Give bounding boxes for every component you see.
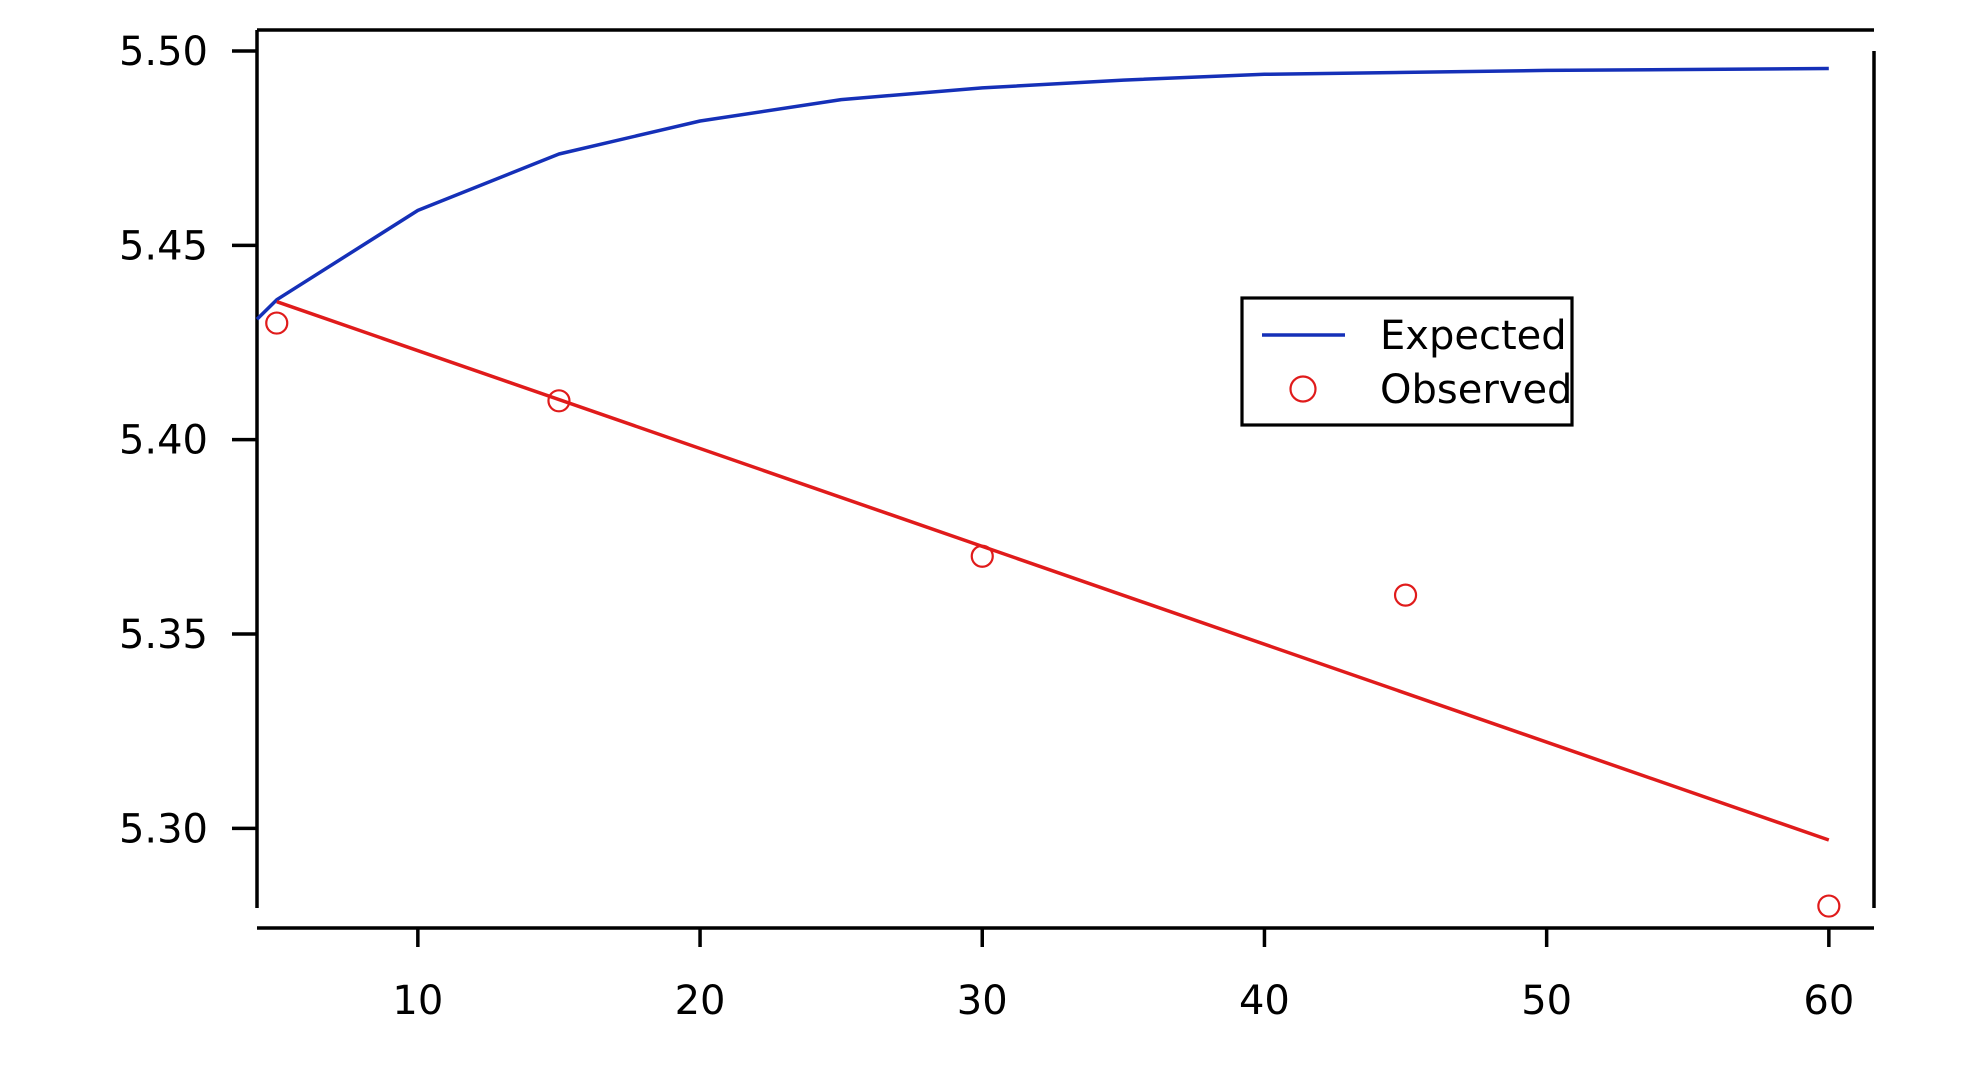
data-point-observed (547, 389, 571, 413)
data-point-observed (970, 544, 994, 568)
y-axis-ticks: 5.30 5.35 5.40 5.45 5.50 (119, 29, 257, 852)
y-tick-label: 5.35 (119, 612, 208, 658)
axes-group (255, 28, 1876, 930)
data-point-observed (265, 311, 289, 335)
series-layer (255, 66, 1841, 918)
legend-label: Observed (1380, 367, 1572, 413)
y-tick-label: 5.30 (119, 806, 208, 852)
x-tick-label: 50 (1521, 978, 1572, 1024)
x-axis-ticks: 10 20 30 40 50 60 (392, 928, 1854, 1024)
x-tick-label: 30 (957, 978, 1008, 1024)
y-tick-label: 5.40 (119, 418, 208, 464)
y-tick-label: 5.50 (119, 29, 208, 75)
series-line-fit (276, 300, 1830, 842)
x-tick-label: 60 (1803, 978, 1854, 1024)
x-tick-label: 40 (1239, 978, 1290, 1024)
legend-label: Expected (1380, 313, 1567, 359)
legend: Expected Observed (1240, 296, 1574, 427)
legend-circle-swatch (1289, 375, 1317, 403)
y-tick-label: 5.45 (119, 223, 208, 269)
data-point-observed (1393, 583, 1418, 607)
series-line-expected (255, 66, 1829, 321)
x-tick-label: 10 (392, 978, 443, 1024)
legend-box (1240, 296, 1574, 427)
data-point-observed (1817, 894, 1841, 918)
x-tick-label: 20 (675, 978, 726, 1024)
